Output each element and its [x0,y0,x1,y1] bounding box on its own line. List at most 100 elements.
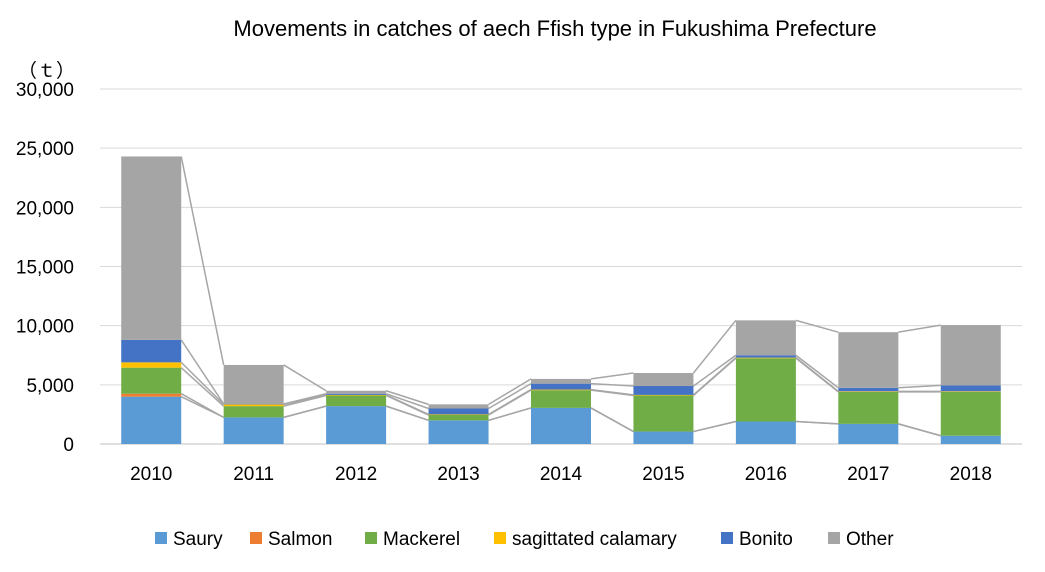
series-line-salmon [488,407,532,422]
bar-sagittated-calamary [428,414,489,416]
x-tick-label: 2013 [437,464,479,485]
y-tick-label: 10,000 [16,317,74,338]
bar-mackerel [326,395,387,407]
series-line-other [590,372,634,380]
series-line-bonito [590,382,634,387]
bar-other [940,325,1001,386]
bar-saury [940,435,1001,444]
bar-sagittated-calamary [121,362,182,368]
bar-mackerel [121,367,182,394]
bars [121,156,1001,444]
series-line-other [180,156,225,366]
bar-mackerel [223,406,284,418]
y-tick-label: 25,000 [16,139,74,160]
series-lines [180,156,941,437]
bar-saury [223,417,284,444]
series-line-sagittated-calamary [795,357,839,392]
bar-other [121,156,182,340]
bar-sagittated-calamary [838,391,899,392]
series-line-salmon [283,405,327,419]
bar-mackerel [633,395,694,432]
bar-sagittated-calamary [223,404,284,407]
bar-sagittated-calamary [940,391,1001,392]
bar-other [223,364,284,405]
x-tick-label: 2011 [233,464,274,485]
bar-mackerel [735,358,796,422]
bar-saury [121,396,182,444]
y-tick-label: 15,000 [16,258,74,279]
bar-bonito [633,386,694,395]
bar-saury [326,406,387,444]
x-tick-label: 2015 [642,464,684,485]
chart-title: Movements in catches of aech Ffish type … [233,16,876,41]
legend-swatch [155,532,167,544]
bar-other [735,320,796,356]
bar-bonito [326,393,387,395]
legend: Saury Salmon Mackerel sagittated calamary Bo… [155,529,894,550]
series-line-other [385,390,429,406]
series-line-salmon [898,423,941,437]
y-axis: 0 5,000 10,000 15,000 20,000 25,000 30,000 [16,80,74,456]
x-tick-label: 2016 [745,464,787,485]
series-line-bonito [488,383,532,410]
y-unit-label: （ｔ） [18,60,75,82]
series-line-bonito [795,354,839,389]
series-line-salmon [795,420,839,425]
series-line-other [283,364,327,392]
series-line-sagittated-calamary [180,361,225,405]
bar-sagittated-calamary [531,389,591,391]
bar-other [428,404,489,409]
bar-saury [633,431,694,444]
series-line-bonito [283,392,327,405]
bar-bonito [531,383,591,390]
legend-swatch [721,532,733,544]
bar-saury [838,423,899,444]
x-tick-label: 2010 [130,464,172,485]
bar-sagittated-calamary [633,394,694,396]
bar-bonito [121,339,182,363]
legend-label: Salmon [268,529,332,550]
y-tick-label: 5,000 [26,376,74,397]
series-line-sagittated-calamary [385,394,429,416]
bar-saury [428,420,489,444]
legend-swatch [365,532,377,544]
x-tick-label: 2012 [335,464,377,485]
series-line-other [898,324,941,333]
bar-other [633,373,694,387]
bar-mackerel [940,391,1001,436]
x-tick-label: 2014 [540,464,583,485]
series-line-salmon [693,420,737,433]
y-tick-label: 20,000 [16,198,74,219]
bar-bonito [838,387,899,392]
series-line-other [692,319,737,374]
bar-sagittated-calamary [326,394,387,396]
bar-other [326,390,387,394]
legend-swatch [250,532,262,544]
bar-mackerel [531,390,591,408]
legend-label: Mackerel [383,529,460,550]
bar-bonito [735,355,796,358]
series-line-sagittated-calamary [488,388,532,416]
legend-label: sagittated calamary [512,529,677,550]
bar-saury [531,407,591,444]
y-tick-label: 30,000 [16,80,74,101]
x-tick-label: 2018 [950,464,992,485]
series-line-bonito [693,354,737,387]
bar-bonito [940,385,1001,392]
series-line-sagittated-calamary [692,357,737,396]
bar-other [838,332,899,388]
series-line-bonito [385,393,429,410]
series-line-mackerel [283,394,327,407]
series-line-salmon [385,405,429,422]
series-line-other [488,378,532,406]
bar-bonito [428,408,489,415]
bar-sagittated-calamary [735,357,796,359]
x-tick-label: 2017 [847,464,889,485]
series-line-salmon [590,407,634,433]
y-tick-label: 0 [63,435,74,456]
bar-mackerel [838,391,899,424]
x-axis: 2010 2011 2012 2013 2014 2015 2016 2017 2018 [130,464,992,485]
series-line-bonito [180,339,225,405]
bar-mackerel [428,415,489,421]
